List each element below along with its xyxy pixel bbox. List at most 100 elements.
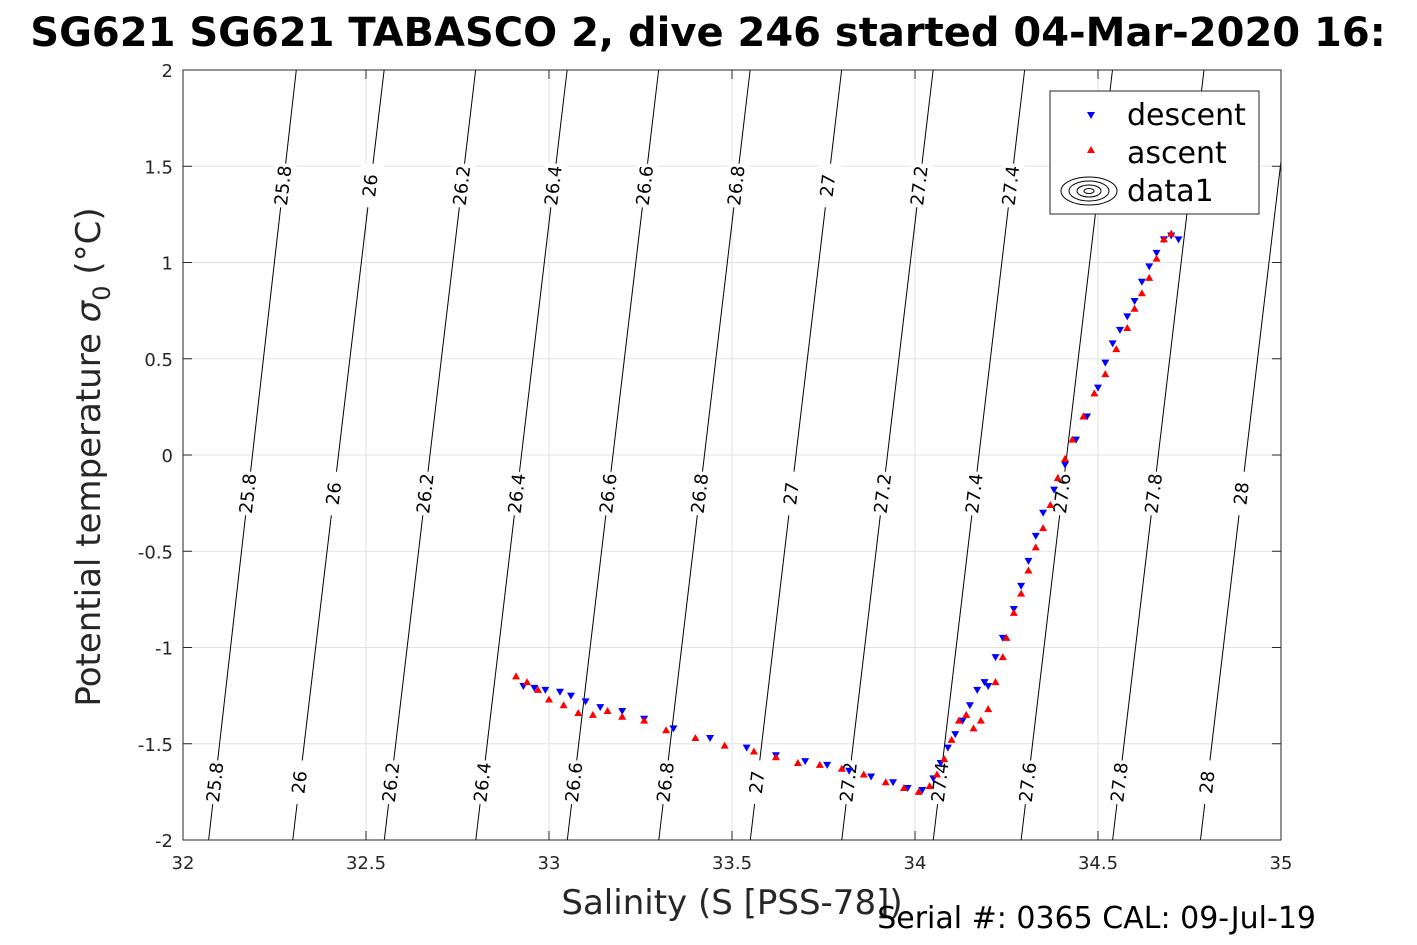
contour-label: 26	[288, 770, 312, 795]
descent-point	[943, 744, 952, 752]
contour-label: 28	[1196, 770, 1220, 795]
ascent-point	[837, 764, 846, 772]
descent-point	[998, 634, 1007, 642]
x-tick-label: 32.5	[346, 853, 386, 874]
contour-label: 27.8	[1141, 472, 1167, 514]
legend-descent-marker	[1087, 112, 1095, 119]
descent-point	[867, 773, 876, 781]
contour-26.4: 26.4 26.4 26.4	[469, 69, 568, 841]
contour-label-bg	[960, 470, 988, 517]
y-tick-label: -2	[155, 831, 173, 852]
descent-point	[958, 717, 967, 725]
ascent-point	[1046, 501, 1055, 509]
legend: descent ascent data1	[1049, 90, 1260, 215]
ascent-point	[1061, 454, 1070, 462]
contour-label: 26	[359, 173, 383, 198]
y-tick-label: -0.5	[138, 542, 173, 563]
descent-point	[1130, 298, 1139, 305]
contour-label-bg	[320, 470, 348, 517]
contour-label-bg	[356, 162, 384, 209]
x-axis-ticks: 32 32.5 33 33.5 34 34.5 35	[172, 70, 1293, 874]
descent-point	[823, 761, 832, 769]
ascent-point	[815, 760, 824, 768]
contour-label-bg	[1014, 759, 1042, 806]
ascent-point	[1079, 412, 1088, 420]
contour-label: 27	[746, 770, 770, 795]
descent-point	[706, 734, 715, 742]
ascent-point	[962, 710, 971, 718]
ascent-point	[1002, 633, 1011, 641]
contour-26.6: 26.6 26.6 26.6	[560, 69, 660, 841]
contour-label-bg	[411, 470, 439, 517]
descent-point	[1152, 249, 1161, 257]
x-tick-label: 35	[1270, 853, 1293, 874]
contour-label: 28	[1230, 481, 1254, 506]
contour-label: 26.2	[413, 472, 439, 514]
ascent-point	[998, 653, 1007, 661]
contour-label: 25.8	[271, 164, 296, 206]
descent-point	[1108, 340, 1117, 348]
descent-point	[918, 786, 927, 794]
y-tick-label: 0.5	[144, 350, 173, 371]
descent-point	[1094, 384, 1102, 392]
ascent-point	[1068, 435, 1077, 443]
descent-point	[1017, 582, 1026, 590]
contour-label-bg	[448, 162, 476, 209]
contour-label: 27.6	[1016, 761, 1042, 803]
descent-point	[1039, 509, 1048, 517]
ascent-point	[1009, 608, 1018, 616]
contour-label-bg	[905, 162, 933, 209]
ascent-point	[691, 733, 700, 741]
contour-label-bg	[686, 470, 714, 517]
contour-27.4: 27.4 27.4 27.4	[926, 69, 1026, 841]
contour-label: 25.8	[236, 472, 261, 514]
ascent-point	[914, 787, 923, 795]
contour-label: 26.6	[596, 472, 622, 514]
ascent-point	[512, 672, 521, 680]
ascent-point	[1137, 289, 1146, 297]
descent-point	[530, 684, 539, 692]
descent-point	[1123, 313, 1132, 321]
contour-label-bg	[1105, 759, 1134, 806]
ascent-point	[559, 701, 568, 709]
contour-label: 27.6	[1050, 472, 1076, 514]
contour-label-bg	[1048, 470, 1076, 517]
ascent-point	[1167, 229, 1176, 237]
ascent-point	[640, 716, 649, 724]
contour-label: 26.6	[633, 164, 659, 206]
descent-point	[801, 758, 810, 766]
ascent-point	[603, 707, 612, 715]
contour-label: 27.2	[907, 164, 933, 206]
contour-label: 26.4	[505, 472, 531, 514]
descent-point	[1031, 532, 1040, 540]
contour-label-bg	[539, 162, 567, 209]
ascent-point	[662, 726, 671, 734]
ascent-point	[1101, 370, 1110, 378]
y-tick-label: 0	[162, 446, 173, 467]
contour-label: 26.4	[470, 761, 496, 803]
descent-point	[555, 688, 564, 696]
contour-label-bg	[503, 470, 531, 517]
ascent-point	[976, 716, 985, 724]
descent-point	[596, 704, 605, 712]
y-axis-ticks: -2 -1.5 -1 -0.5 0 0.5 1 1.5 2	[138, 61, 1281, 852]
contour-26: 26 26 26	[286, 69, 385, 841]
ascent-point	[925, 782, 934, 790]
contour-label: 26.8	[724, 164, 750, 206]
ascent-point	[984, 705, 993, 713]
descent-point	[541, 686, 550, 694]
contour-label: 27.4	[928, 761, 954, 803]
contour-label: 26.6	[562, 761, 588, 803]
contour-label-bg	[269, 162, 297, 209]
ascent-point	[1123, 323, 1132, 331]
y-axis-label: Potential temperature σ0 (°C)	[69, 207, 116, 706]
ascent-point	[1152, 254, 1161, 262]
x-tick-label: 32	[172, 853, 195, 874]
contour-label-bg	[743, 759, 771, 806]
contour-label: 27.2	[871, 472, 897, 514]
ascent-point	[1145, 273, 1154, 281]
contour-label-bg	[234, 470, 262, 517]
contour-label-bg	[560, 759, 588, 806]
ascent-point	[720, 741, 729, 749]
ascent-point	[588, 710, 597, 718]
